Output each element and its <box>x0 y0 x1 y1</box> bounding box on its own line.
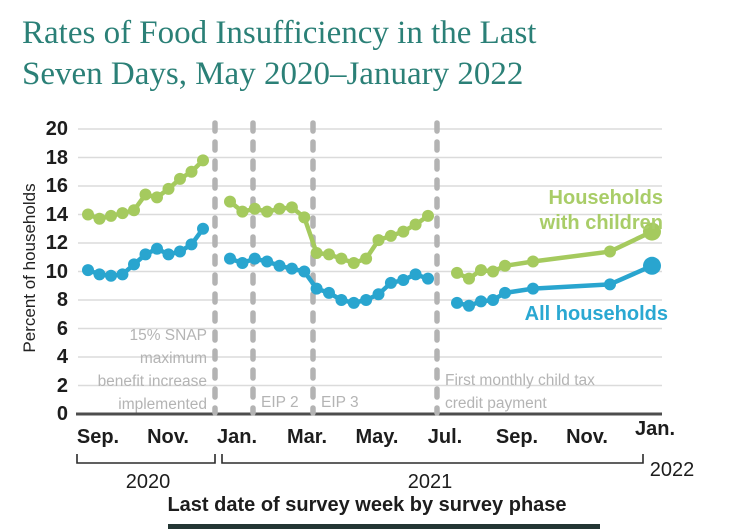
x-tick-label: Sep. <box>495 426 539 448</box>
chart-title-line-1: Rates of Food Insufficiency in the Last <box>22 15 537 51</box>
x-tick-label: Jan. <box>634 418 676 440</box>
chart-title: Rates of Food Insufficiency in the Last … <box>22 13 732 95</box>
x-tick-label: Nov. <box>147 426 189 448</box>
event-annotation-line: EIP 3 <box>321 394 359 411</box>
x-tick-label: Jan. <box>216 426 258 448</box>
series-label-households-with-children: Households with children <box>539 187 663 234</box>
x-tick-label: Mar. <box>286 426 328 448</box>
y-tick-label: 12 <box>45 232 68 254</box>
y-tick-label: 2 <box>56 374 68 397</box>
y-tick-label: 10 <box>45 260 68 283</box>
y-tick-label: 14 <box>45 203 68 226</box>
x-axis-title: Last date of survey week by survey phase <box>167 494 567 516</box>
y-tick-label: 8 <box>56 289 68 311</box>
y-tick-label: 20 <box>45 118 68 140</box>
event-annotation-line: benefit increase <box>97 373 207 390</box>
x-tick-label: Nov. <box>566 426 608 448</box>
y-tick-label: 16 <box>45 175 68 197</box>
chart-title-line-2: Seven Days, May 2020–January 2022 <box>22 56 524 92</box>
year-label: 2021 <box>407 471 453 493</box>
x-tick-label: Sep. <box>76 426 120 448</box>
y-tick-label: 0 <box>56 403 68 425</box>
series-label-all-households: All households <box>524 303 668 325</box>
year-label: 2022 <box>649 459 695 481</box>
event-annotation-line: credit payment <box>445 395 547 412</box>
y-tick-label: 4 <box>56 346 68 368</box>
footer-strip <box>168 524 600 529</box>
event-annotation-line: implemented <box>118 396 207 413</box>
x-tick-label: May. <box>355 426 399 448</box>
event-annotation-line: maximum <box>139 350 207 367</box>
event-annotation-line: First monthly child tax <box>445 372 595 389</box>
event-annotation-line: EIP 2 <box>261 394 299 411</box>
year-label: 2020 <box>125 471 171 493</box>
y-tick-label: 18 <box>45 146 68 169</box>
event-annotation-line: 15% SNAP <box>129 327 207 344</box>
y-tick-label: 6 <box>56 317 68 340</box>
x-tick-label: Jul. <box>427 426 463 448</box>
